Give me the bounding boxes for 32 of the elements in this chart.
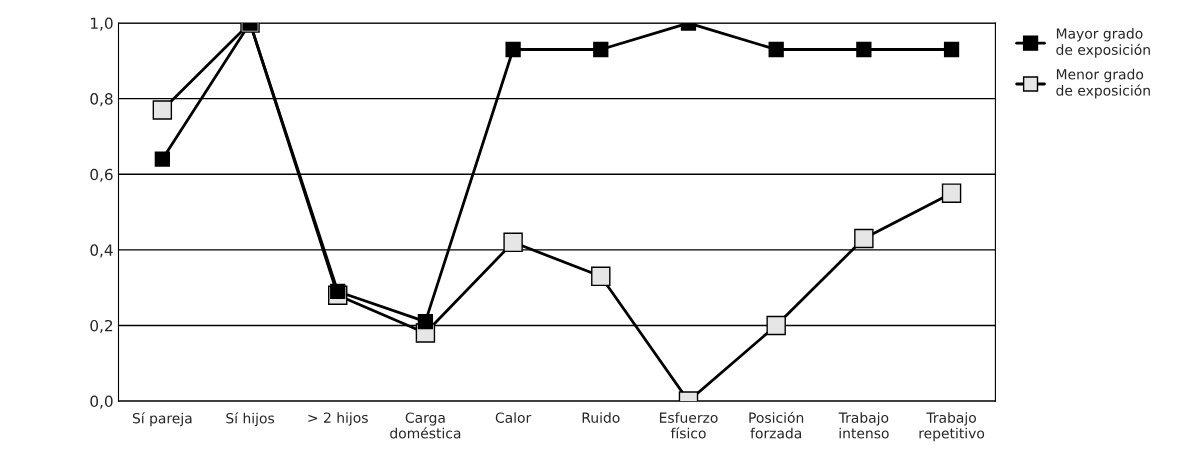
x-tick-label: Trabajo intenso xyxy=(838,412,889,439)
y-tick-label: 0,8 xyxy=(90,93,113,107)
x-tick-label: > 2 hijos xyxy=(308,412,368,426)
y-tick-label: 0,6 xyxy=(90,168,113,182)
point xyxy=(941,183,962,203)
point xyxy=(417,314,434,330)
point xyxy=(854,228,874,249)
point xyxy=(766,315,786,336)
y-tick-label: 0,4 xyxy=(90,244,113,258)
x-tick-label: Esfuerzo físico xyxy=(659,412,718,439)
point xyxy=(591,266,611,287)
x-tick-label: Sí hijos xyxy=(226,412,275,427)
point xyxy=(943,41,960,58)
legend-label: Mayor grado de exposición xyxy=(1056,27,1150,58)
legend-label: Menor grado de exposición xyxy=(1056,68,1150,99)
x-tick-label: Calor xyxy=(495,412,532,423)
x-tick-label: Trabajo repetitivo xyxy=(919,412,985,442)
x-tick-label: Ruido xyxy=(582,412,620,423)
x-tick-label: Carga doméstica xyxy=(390,412,461,439)
x-tick-label: Posición forzada xyxy=(749,411,804,439)
y-tick-label: 0,2 xyxy=(90,319,113,334)
point xyxy=(152,100,173,120)
x-tick-label: Sí pareja xyxy=(132,412,192,427)
point xyxy=(330,283,346,300)
y-tick-label: 1,0 xyxy=(91,17,113,31)
point xyxy=(593,41,609,58)
point xyxy=(768,41,784,58)
y-tick-label: 0,0 xyxy=(90,395,113,409)
point xyxy=(503,232,523,253)
point xyxy=(856,41,872,58)
point xyxy=(505,41,521,58)
point xyxy=(154,151,170,167)
